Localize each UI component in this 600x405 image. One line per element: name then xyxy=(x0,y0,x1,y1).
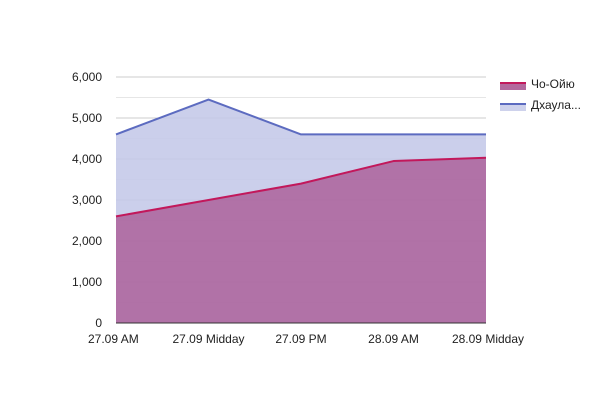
y-tick-label: 4,000 xyxy=(72,152,102,166)
series-lines xyxy=(115,98,487,218)
y-tick-label: 5,000 xyxy=(72,111,102,125)
series-line-2 xyxy=(115,98,486,136)
y-tick-label: 0 xyxy=(95,316,102,330)
x-tick-label: 27.09 Midday xyxy=(172,332,244,346)
y-tick-label: 3,000 xyxy=(72,193,102,207)
y-tick-label: 1,000 xyxy=(72,275,102,289)
x-tick-label: 27.09 AM xyxy=(88,332,139,346)
series-line-1 xyxy=(115,156,487,218)
x-tick-label: 28.09 AM xyxy=(368,332,419,346)
legend: Чо-Ойю Дхаула... xyxy=(500,77,581,112)
legend-swatch-fill xyxy=(500,83,526,90)
x-tick-label: 28.09 Midday xyxy=(452,332,524,346)
y-tick-label: 2,000 xyxy=(72,234,102,248)
series-area-1 xyxy=(116,157,486,323)
series-areas xyxy=(116,99,486,323)
y-tick-label: 6,000 xyxy=(72,70,102,84)
axes: 0 1,000 2,000 3,000 4,000 5,000 6,000 27.09 AM 2… xyxy=(72,70,524,346)
x-tick-label: 27.09 PM xyxy=(275,332,326,346)
legend-swatch-fill xyxy=(500,104,526,111)
legend-label: Дхаула... xyxy=(531,98,581,112)
legend-label: Чо-Ойю xyxy=(531,77,575,91)
